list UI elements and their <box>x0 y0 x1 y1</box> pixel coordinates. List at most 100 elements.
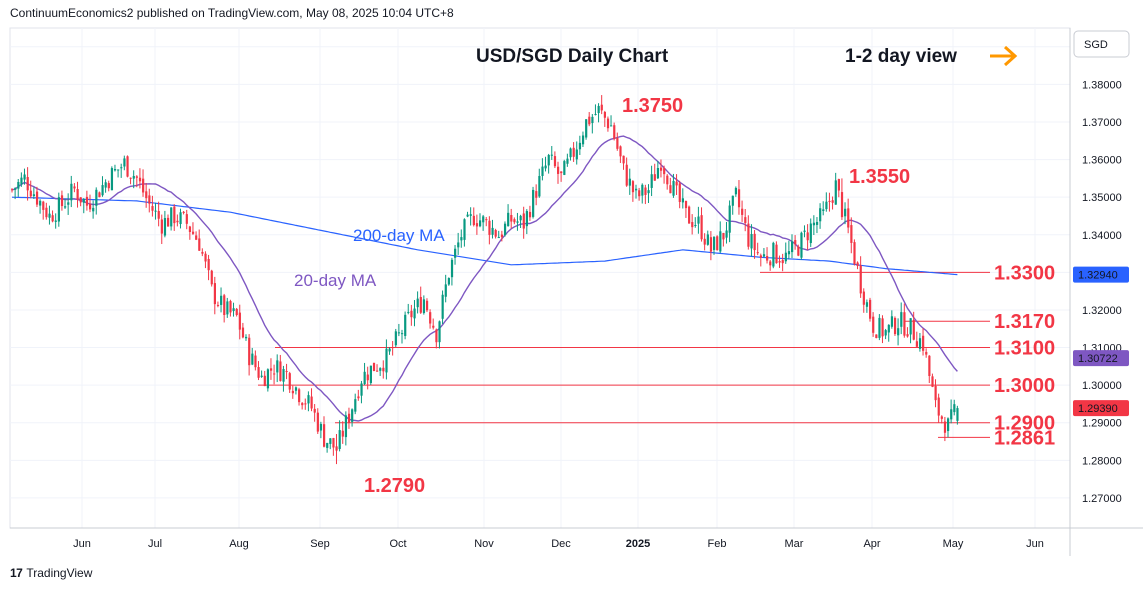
candle-body <box>497 237 500 239</box>
candle-body <box>578 142 582 150</box>
candle-body <box>734 187 738 195</box>
candle-body <box>32 194 36 197</box>
candle-body <box>557 166 560 174</box>
candle-body <box>694 224 697 226</box>
candle-body <box>865 302 869 307</box>
x-tick-label: Mar <box>785 538 804 550</box>
price-badge <box>1073 400 1129 417</box>
candle-body <box>525 211 528 227</box>
candle-body <box>382 367 385 372</box>
candle-body <box>394 331 397 346</box>
candle-body <box>597 105 600 114</box>
candle-body <box>269 368 273 371</box>
candle-body <box>591 116 594 124</box>
candle-body <box>138 177 142 182</box>
x-tick-label: May <box>943 538 964 550</box>
candle-body <box>82 198 85 203</box>
candle-body <box>379 368 382 371</box>
candle-body <box>151 206 154 211</box>
candle-body <box>600 104 603 111</box>
candle-body <box>251 353 254 365</box>
candle-body <box>326 442 329 448</box>
candle-body <box>45 207 48 218</box>
candle-body <box>940 416 943 419</box>
candle-body <box>397 332 401 334</box>
candle-body <box>925 351 928 355</box>
candle-body <box>822 209 825 211</box>
candle-body <box>372 362 376 371</box>
candle-body <box>14 188 17 190</box>
x-tick-label: Dec <box>551 538 571 550</box>
candle-body <box>232 308 235 312</box>
candle-body <box>659 167 663 171</box>
candle-body <box>85 196 89 206</box>
candle-body <box>831 200 834 203</box>
currency-button[interactable] <box>1073 30 1130 58</box>
candle-body <box>185 214 188 224</box>
candle-body <box>245 336 248 339</box>
candle-body <box>628 178 631 186</box>
candle-body <box>950 409 953 420</box>
candle-body <box>351 409 354 422</box>
candle-body <box>363 371 366 385</box>
candle-body <box>713 236 716 250</box>
candle-body <box>553 156 557 167</box>
candle-body <box>213 283 216 305</box>
candle-body <box>419 297 422 313</box>
candle-body <box>304 403 307 405</box>
x-tick-label: 2025 <box>626 538 650 550</box>
candle-body <box>23 174 26 180</box>
x-tick-label: Jul <box>148 538 162 550</box>
x-tick-label: Nov <box>474 538 494 550</box>
candle-body <box>706 234 709 245</box>
candle-body <box>229 301 232 313</box>
peak-label: 1.3750 <box>622 95 683 117</box>
tradingview-logo-icon: 17 <box>10 566 23 580</box>
candle-body <box>48 213 51 218</box>
candle-body <box>532 189 535 217</box>
candle-body <box>875 334 878 338</box>
candle-body <box>897 328 900 336</box>
candle-body <box>216 304 220 306</box>
candle-body <box>248 337 251 366</box>
candle-body <box>585 119 588 138</box>
candle-body <box>666 175 669 185</box>
currency-button-label: SGD <box>1084 39 1108 51</box>
candle-body <box>931 376 934 387</box>
candle-body <box>766 256 769 261</box>
candle-body <box>51 215 54 222</box>
candle-body <box>35 191 39 205</box>
candle-body <box>759 255 762 258</box>
candle-body <box>828 200 831 202</box>
candle-body <box>107 183 110 189</box>
candle-body <box>323 424 326 447</box>
candle-body <box>800 232 803 258</box>
candle-body <box>756 252 759 254</box>
candle-body <box>26 177 29 191</box>
candle-body <box>466 214 469 217</box>
candle-body <box>360 383 363 396</box>
candle-body <box>684 200 688 209</box>
candle-body <box>638 190 641 197</box>
candle-body <box>803 230 806 232</box>
candle-body <box>847 208 850 228</box>
x-tick-label: Oct <box>389 538 406 550</box>
candle-body <box>653 174 656 181</box>
candle-body <box>329 438 332 444</box>
x-tick-label: Aug <box>229 538 249 550</box>
candle-body <box>906 334 909 337</box>
candle-body <box>791 241 794 253</box>
candle-body <box>606 118 610 129</box>
candle-body <box>769 261 772 266</box>
ma200-line <box>11 196 958 276</box>
candle-body <box>619 146 622 157</box>
candle-body <box>641 184 644 196</box>
price-badge-label: 1.30722 <box>1078 353 1118 365</box>
candle-body <box>73 186 76 189</box>
candle-body <box>716 236 719 251</box>
candle-body <box>616 138 619 149</box>
candle-body <box>472 215 475 226</box>
candle-body <box>279 361 282 381</box>
candle-body <box>494 230 497 237</box>
